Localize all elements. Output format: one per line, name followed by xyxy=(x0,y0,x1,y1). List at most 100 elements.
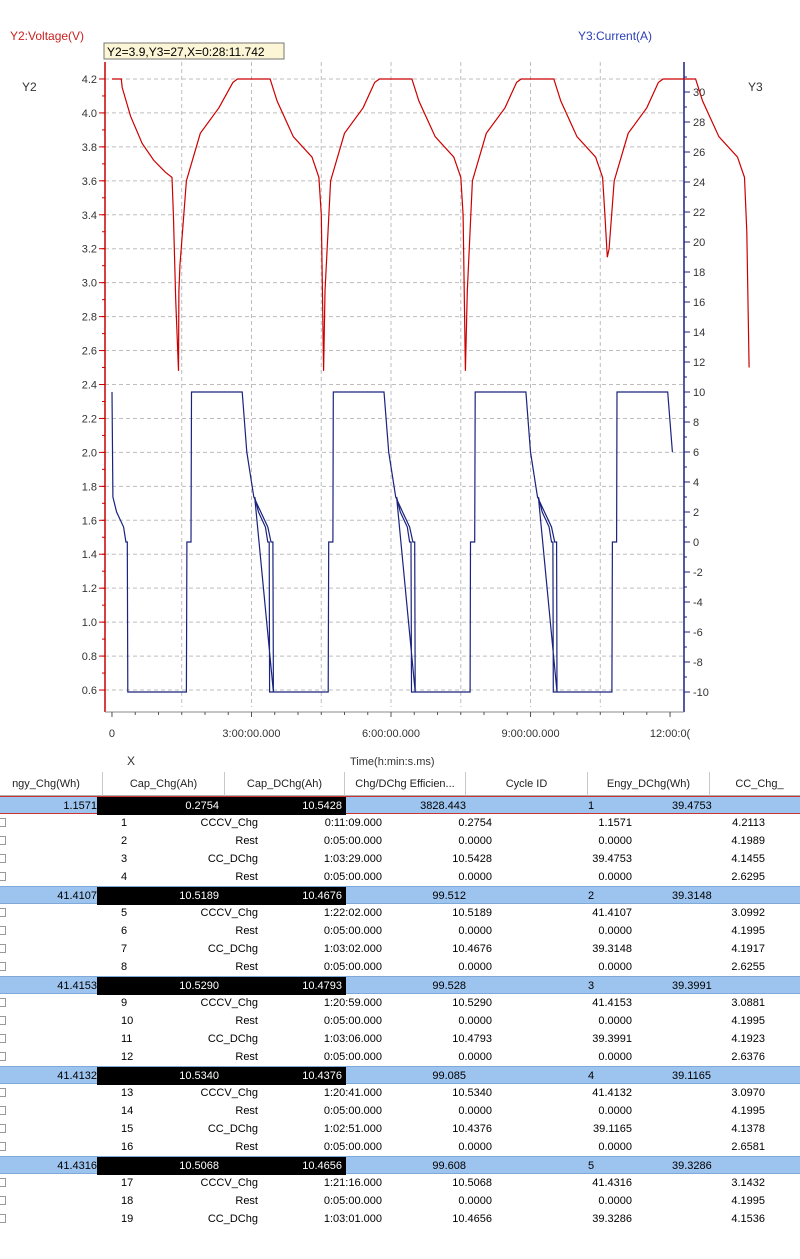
y3-tick-label: 22 xyxy=(693,207,705,219)
header-efficiency[interactable]: Chg/DChg Efficien... xyxy=(345,772,466,796)
row-checkbox[interactable] xyxy=(0,1016,6,1025)
step-energy: 0.0000 xyxy=(598,1015,632,1027)
step-capacity: 0.0000 xyxy=(458,961,492,973)
step-time: 0:05:00.000 xyxy=(323,1105,382,1117)
step-row[interactable]: 12 Rest 0:05:00.000 0.0000 0.0000 2.6376 xyxy=(0,1048,800,1066)
step-row[interactable]: 19 CC_DChg 1:03:01.000 10.4656 39.3286 4.1536 xyxy=(0,1210,800,1228)
step-row[interactable]: 17 CCCV_Chg 1:21:16.000 10.5068 41.4316 3.143… xyxy=(0,1174,800,1192)
row-checkbox[interactable] xyxy=(0,926,6,935)
header-engy-chg[interactable]: ngy_Chg(Wh) xyxy=(0,772,103,796)
y3-tick-label: 24 xyxy=(693,177,705,189)
step-type: CCCV_Chg xyxy=(200,907,258,919)
cycle-engy-chg: 41.4132 xyxy=(57,1070,97,1082)
cycle-cap-dchg: 10.5428 xyxy=(225,797,346,815)
y2-tick-label: 2.2 xyxy=(82,413,97,425)
header-cap-dchg[interactable]: Cap_DChg(Ah) xyxy=(225,772,345,796)
cycle-efficiency: 99.085 xyxy=(432,1070,466,1082)
step-capacity: 0.0000 xyxy=(458,925,492,937)
step-row[interactable]: 2 Rest 0:05:00.000 0.0000 0.0000 4.1989 xyxy=(0,832,800,850)
row-checkbox[interactable] xyxy=(0,1196,6,1205)
step-row[interactable]: 16 Rest 0:05:00.000 0.0000 0.0000 2.6581 xyxy=(0,1138,800,1156)
row-checkbox[interactable] xyxy=(0,1052,6,1061)
step-row[interactable]: 8 Rest 0:05:00.000 0.0000 0.0000 2.6255 xyxy=(0,958,800,976)
step-capacity: 0.0000 xyxy=(458,1141,492,1153)
step-row[interactable]: 7 CC_DChg 1:03:02.000 10.4676 39.3148 4.1917 xyxy=(0,940,800,958)
step-voltage: 4.1378 xyxy=(731,1123,765,1135)
cycle-data-grid[interactable]: ngy_Chg(Wh) Cap_Chg(Ah) Cap_DChg(Ah) Chg/DC… xyxy=(0,772,800,1259)
step-energy: 41.4107 xyxy=(592,907,632,919)
row-checkbox[interactable] xyxy=(0,818,6,827)
step-row[interactable]: 4 Rest 0:05:00.000 0.0000 0.0000 2.6295 xyxy=(0,868,800,886)
step-id: 3 xyxy=(121,853,128,865)
step-row[interactable]: 15 CC_DChg 1:02:51.000 10.4376 39.1165 4.1378 xyxy=(0,1120,800,1138)
cycle-id: 5 xyxy=(588,1160,595,1172)
header-cc-chg[interactable]: CC_Chg_ xyxy=(710,772,800,796)
step-row[interactable]: 9 CCCV_Chg 1:20:59.000 10.5290 41.4153 3.0881 xyxy=(0,994,800,1012)
cycle-cap-chg: 10.5068 xyxy=(97,1157,225,1175)
y2-tick-label: 1.8 xyxy=(82,481,97,493)
cycle-engy-dchg: 39.3286 xyxy=(672,1160,712,1172)
cycle-engy-chg: 1.1571 xyxy=(63,800,97,812)
cycle-engy-chg: 41.4153 xyxy=(57,980,97,992)
step-time: 0:05:00.000 xyxy=(323,835,382,847)
y3-tick-label: 0 xyxy=(693,537,699,549)
step-row[interactable]: 13 CCCV_Chg 1:20:41.000 10.5340 41.4132 3.097… xyxy=(0,1084,800,1102)
cycle-cap-dchg: 10.4676 xyxy=(225,887,346,905)
row-checkbox[interactable] xyxy=(0,998,6,1007)
header-cap-chg[interactable]: Cap_Chg(Ah) xyxy=(103,772,225,796)
row-checkbox[interactable] xyxy=(0,1142,6,1151)
row-checkbox[interactable] xyxy=(0,1088,6,1097)
cycle-row[interactable]: 41.4132 10.5340 10.4376 99.085 4 39.1165 xyxy=(0,1066,800,1085)
cycle-row[interactable]: 41.4107 10.5189 10.4676 99.512 2 39.3148 xyxy=(0,886,800,905)
step-row[interactable]: 11 CC_DChg 1:03:06.000 10.4793 39.3991 4.1923 xyxy=(0,1030,800,1048)
cycle-row[interactable]: 1.1571 0.2754 10.5428 3828.443 1 39.4753 xyxy=(0,796,800,815)
cycle-row[interactable]: 41.4153 10.5290 10.4793 99.528 3 39.3991 xyxy=(0,976,800,995)
row-checkbox[interactable] xyxy=(0,854,6,863)
row-checkbox[interactable] xyxy=(0,1034,6,1043)
step-voltage: 2.6581 xyxy=(731,1141,765,1153)
step-row[interactable]: 18 Rest 0:05:00.000 0.0000 0.0000 4.1995 xyxy=(0,1192,800,1210)
step-row[interactable]: 5 CCCV_Chg 1:22:02.000 10.5189 41.4107 3.0992 xyxy=(0,904,800,922)
row-checkbox[interactable] xyxy=(0,908,6,917)
step-type: Rest xyxy=(235,871,258,883)
header-engy-dchg[interactable]: Engy_DChg(Wh) xyxy=(588,772,710,796)
row-checkbox[interactable] xyxy=(0,1124,6,1133)
step-energy: 0.0000 xyxy=(598,871,632,883)
step-time: 1:21:16.000 xyxy=(323,1177,382,1189)
row-checkbox[interactable] xyxy=(0,1178,6,1187)
step-energy: 39.3991 xyxy=(592,1033,632,1045)
cycle-row[interactable]: 41.4316 10.5068 10.4656 99.608 5 39.3286 xyxy=(0,1156,800,1175)
step-row[interactable]: 10 Rest 0:05:00.000 0.0000 0.0000 4.1995 xyxy=(0,1012,800,1030)
step-type: CCCV_Chg xyxy=(200,997,258,1009)
y3-tick-label: -10 xyxy=(693,687,709,699)
y2-tick-label: 2.0 xyxy=(82,447,97,459)
step-row[interactable]: 14 Rest 0:05:00.000 0.0000 0.0000 4.1995 xyxy=(0,1102,800,1120)
step-id: 6 xyxy=(121,925,128,937)
step-row[interactable]: 6 Rest 0:05:00.000 0.0000 0.0000 4.1995 xyxy=(0,922,800,940)
step-capacity: 0.0000 xyxy=(458,835,492,847)
row-checkbox[interactable] xyxy=(0,962,6,971)
voltage-current-chart[interactable]: Y2:Voltage(V) Y3:Current(A) Y2=3.9,Y3=27… xyxy=(0,0,800,770)
row-checkbox[interactable] xyxy=(0,1106,6,1115)
step-row[interactable]: 1 CCCV_Chg 0:11:09.000 0.2754 1.1571 4.2113 xyxy=(0,814,800,832)
row-checkbox[interactable] xyxy=(0,1214,6,1223)
cycle-efficiency: 99.608 xyxy=(432,1160,466,1172)
step-time: 1:03:29.000 xyxy=(323,853,382,865)
row-checkbox[interactable] xyxy=(0,944,6,953)
cycle-engy-chg: 41.4316 xyxy=(57,1160,97,1172)
row-checkbox[interactable] xyxy=(0,872,6,881)
step-energy: 1.1571 xyxy=(598,817,632,829)
step-id: 4 xyxy=(121,871,128,883)
step-energy: 41.4316 xyxy=(592,1177,632,1189)
step-voltage: 4.1995 xyxy=(731,1015,765,1027)
y2-tick-label: 1.0 xyxy=(82,617,97,629)
y2-tick-label: 3.8 xyxy=(82,142,97,154)
step-capacity: 0.0000 xyxy=(458,1195,492,1207)
y3-tick-label: -2 xyxy=(693,567,703,579)
step-capacity: 10.5290 xyxy=(452,997,492,1009)
step-energy: 0.0000 xyxy=(598,925,632,937)
cycle-engy-dchg: 39.3991 xyxy=(672,980,712,992)
step-row[interactable]: 3 CC_DChg 1:03:29.000 10.5428 39.4753 4.1455 xyxy=(0,850,800,868)
row-checkbox[interactable] xyxy=(0,836,6,845)
header-cycle-id[interactable]: Cycle ID xyxy=(466,772,588,796)
